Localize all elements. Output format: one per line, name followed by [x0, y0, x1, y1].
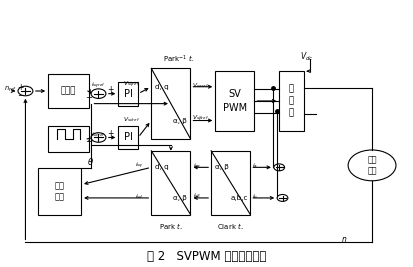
FancyBboxPatch shape	[38, 168, 81, 214]
Text: $i_{sd}$: $i_{sd}$	[135, 192, 143, 201]
Text: 逆
变
器: 逆 变 器	[288, 85, 294, 117]
Text: $n$: $n$	[340, 235, 347, 244]
Text: d, q: d, q	[154, 84, 169, 90]
Circle shape	[276, 194, 287, 201]
Text: $V_{sdref}$: $V_{sdref}$	[123, 115, 140, 124]
Text: SV
PWM: SV PWM	[222, 89, 246, 113]
FancyBboxPatch shape	[48, 74, 89, 108]
Text: Park$^{-1}$ $t.$: Park$^{-1}$ $t.$	[163, 54, 194, 65]
Text: 电流
模块: 电流 模块	[55, 181, 64, 202]
Circle shape	[18, 86, 33, 96]
Text: α, β: α, β	[173, 195, 186, 201]
Text: 感应
电机: 感应 电机	[366, 155, 376, 176]
FancyBboxPatch shape	[278, 71, 303, 131]
FancyBboxPatch shape	[215, 71, 254, 131]
Text: $n_{ref}$: $n_{ref}$	[4, 85, 17, 94]
Text: $i_{sq}$: $i_{sq}$	[135, 161, 143, 171]
Circle shape	[273, 164, 284, 171]
FancyBboxPatch shape	[48, 125, 89, 152]
Text: $V_{s\beta ref}$: $V_{s\beta ref}$	[192, 114, 209, 124]
Text: $i_{sqref}$: $i_{sqref}$	[91, 81, 106, 91]
Text: −: −	[85, 137, 92, 146]
Text: $i_{sdref}$: $i_{sdref}$	[91, 130, 106, 139]
Text: PI: PI	[123, 89, 132, 99]
Text: −: −	[17, 91, 24, 100]
Text: +: +	[107, 129, 113, 138]
Text: +: +	[107, 85, 113, 95]
FancyBboxPatch shape	[151, 68, 190, 139]
Text: α, β: α, β	[173, 117, 186, 124]
FancyBboxPatch shape	[118, 125, 138, 150]
FancyBboxPatch shape	[151, 151, 190, 214]
FancyBboxPatch shape	[118, 82, 138, 106]
Circle shape	[91, 133, 106, 142]
Text: $V_{dc}$: $V_{dc}$	[299, 50, 313, 63]
Text: Clark $t.$: Clark $t.$	[217, 221, 243, 231]
Text: α, β: α, β	[214, 164, 228, 170]
Text: $i_{s\alpha}$: $i_{s\alpha}$	[192, 162, 201, 170]
Text: +: +	[17, 83, 24, 92]
Text: −: −	[85, 93, 92, 103]
Text: $i_a$: $i_a$	[252, 162, 258, 170]
Text: $\theta$: $\theta$	[87, 156, 94, 167]
Text: $i_b$: $i_b$	[252, 192, 258, 201]
Text: PI: PI	[123, 132, 132, 143]
Text: $V_{s\alpha ref}$: $V_{s\alpha ref}$	[192, 81, 209, 90]
Text: $i_{s\beta}$: $i_{s\beta}$	[192, 191, 200, 202]
Text: Park $t.$: Park $t.$	[159, 221, 183, 231]
Text: $V_{sqref}$: $V_{sqref}$	[123, 80, 140, 91]
Text: 调节器: 调节器	[61, 87, 76, 96]
Circle shape	[347, 150, 395, 181]
Text: d, q: d, q	[154, 164, 169, 170]
FancyBboxPatch shape	[211, 151, 250, 214]
Text: a,b,c: a,b,c	[230, 195, 248, 201]
Circle shape	[91, 89, 106, 99]
Text: 图 2   SVPWM 控制方法框图: 图 2 SVPWM 控制方法框图	[147, 250, 266, 263]
